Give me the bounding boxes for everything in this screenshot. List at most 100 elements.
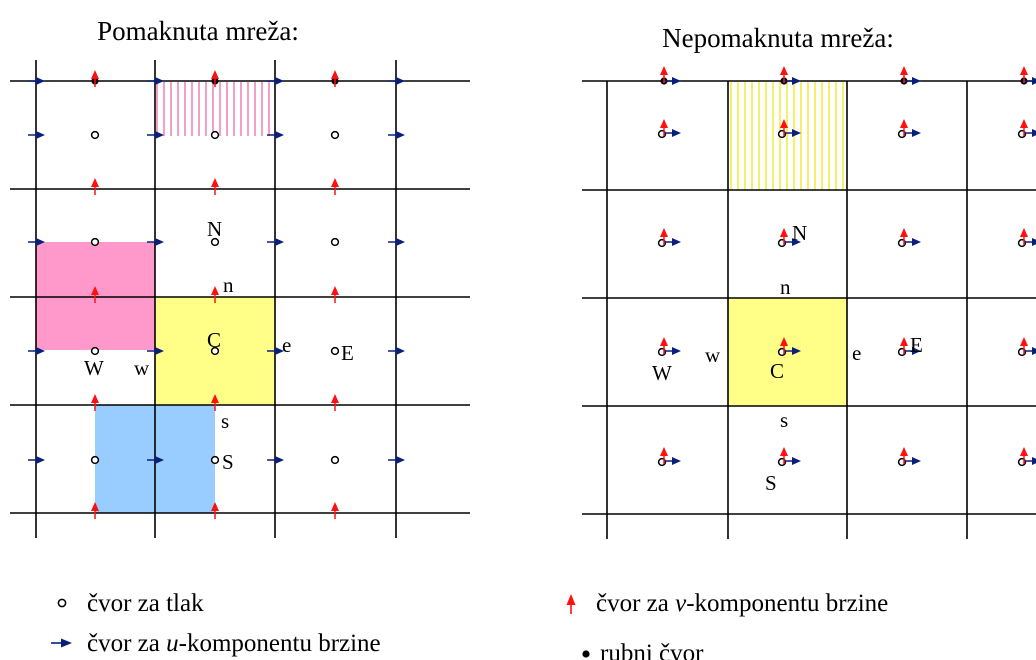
label-s: s	[221, 409, 229, 433]
u-velocity-arrow	[28, 131, 45, 139]
v-velocity-arrow	[1020, 337, 1028, 354]
u-velocity-arrow	[28, 77, 45, 85]
collocated-grid-lines	[582, 80, 1036, 539]
label-W: W	[84, 356, 104, 380]
legend-item-pressure: čvor za tlak	[57, 590, 204, 617]
label-w: w	[705, 343, 721, 367]
staggered-nodes	[28, 70, 405, 519]
u-velocity-arrow	[388, 131, 405, 139]
legend-boundary-label: rubni čvor	[600, 640, 704, 660]
legend-item-u-velocity: čvor za u-komponentu brzine	[51, 630, 381, 657]
u-velocity-arrow	[1024, 238, 1036, 246]
u-velocity-arrow	[147, 131, 164, 139]
collocated-title: Nepomaknuta mreža:	[662, 23, 894, 53]
label-W: W	[652, 361, 672, 385]
legend-pressure-label: čvor za tlak	[87, 590, 204, 617]
pressure-node	[210, 455, 220, 465]
u-velocity-arrow	[388, 347, 405, 355]
v-velocity-arrow	[1020, 119, 1028, 136]
v-velocity-arrow	[331, 502, 339, 519]
v-velocity-arrow	[211, 286, 219, 303]
v-velocity-arrow	[1020, 66, 1028, 83]
u-velocity-arrow	[267, 238, 284, 246]
v-velocity-arrow	[780, 66, 788, 83]
u-velocity-arrow	[1024, 77, 1036, 85]
collocated-nodes	[657, 66, 1036, 467]
pressure-node	[90, 346, 100, 356]
u-velocity-arrow	[267, 77, 284, 85]
v-velocity-arrow	[211, 394, 219, 411]
u-velocity-arrow	[388, 77, 405, 85]
pressure-node	[90, 455, 100, 465]
pressure-node	[210, 130, 220, 140]
u-velocity-arrow	[28, 456, 45, 464]
v-velocity-arrow	[780, 337, 788, 354]
u-velocity-arrow	[28, 238, 45, 246]
v-velocity-arrow	[900, 228, 908, 245]
u-velocity-arrow	[904, 77, 921, 85]
u-velocity-arrow	[267, 347, 284, 355]
pressure-node	[330, 237, 340, 247]
staggered-grid: Pomaknuta mreža: N n C e E W w s S	[10, 16, 470, 538]
v-velocity-arrow	[91, 70, 99, 87]
u-velocity-arrow	[664, 238, 681, 246]
legend-item-v-velocity: čvor za v-komponentu brzine	[566, 590, 888, 617]
legend-v-label: čvor za v-komponentu brzine	[596, 590, 888, 617]
label-N: N	[207, 217, 222, 241]
legend-u-label: čvor za u-komponentu brzine	[87, 630, 381, 657]
v-velocity-arrow	[900, 337, 908, 354]
v-velocity-arrow	[1020, 228, 1028, 245]
u-velocity-arrow	[904, 238, 921, 246]
v-velocity-arrow	[331, 70, 339, 87]
u-velocity-arrow	[784, 347, 801, 355]
pressure-node	[210, 237, 220, 247]
v-velocity-arrow	[331, 178, 339, 195]
v-velocity-arrow	[660, 337, 668, 354]
label-w: w	[134, 356, 150, 380]
u-velocity-arrow	[1024, 129, 1036, 137]
label-s: s	[780, 408, 788, 432]
u-velocity-arrow	[784, 77, 801, 85]
pressure-node	[330, 346, 340, 356]
label-C: C	[770, 359, 784, 383]
label-S: S	[765, 471, 777, 495]
label-n: n	[780, 275, 791, 299]
v-velocity-arrow	[91, 394, 99, 411]
v-velocity-arrow	[91, 502, 99, 519]
pressure-node	[330, 455, 340, 465]
u-velocity-arrow	[147, 456, 164, 464]
u-velocity-arrow	[1024, 347, 1036, 355]
hollow-circle-icon	[57, 598, 67, 608]
v-velocity-arrow	[91, 178, 99, 195]
label-e: e	[282, 333, 291, 357]
v-velocity-arrow	[900, 447, 908, 464]
u-velocity-arrow	[664, 77, 681, 85]
u-velocity-arrow	[784, 129, 801, 137]
label-S: S	[222, 450, 234, 474]
collocated-grid: Nepomaknuta mreža: N n C e E W w s S	[582, 23, 1036, 539]
label-E: E	[341, 341, 354, 365]
blue-right-arrow-icon	[51, 638, 72, 648]
v-velocity-arrow	[91, 286, 99, 303]
v-velocity-arrow	[211, 178, 219, 195]
boundary-hatch-cv	[728, 82, 847, 190]
pressure-node	[90, 237, 100, 247]
label-C: C	[207, 328, 221, 352]
v-velocity-arrow	[211, 502, 219, 519]
u-velocity-arrow	[147, 347, 164, 355]
pressure-node	[90, 130, 100, 140]
u-velocity-arrow	[664, 129, 681, 137]
label-e: e	[852, 341, 861, 365]
u-velocity-arrow	[147, 77, 164, 85]
v-velocity-arrow	[331, 394, 339, 411]
boundary-hatch-u-cv	[155, 82, 270, 136]
u-velocity-arrow	[267, 131, 284, 139]
u-velocity-arrow	[1024, 457, 1036, 465]
v-velocity-arrow	[660, 447, 668, 464]
red-up-arrow-icon	[566, 594, 576, 614]
label-N: N	[792, 221, 807, 245]
u-velocity-arrow	[267, 456, 284, 464]
v-velocity-arrow	[660, 66, 668, 83]
u-velocity-arrow	[28, 347, 45, 355]
